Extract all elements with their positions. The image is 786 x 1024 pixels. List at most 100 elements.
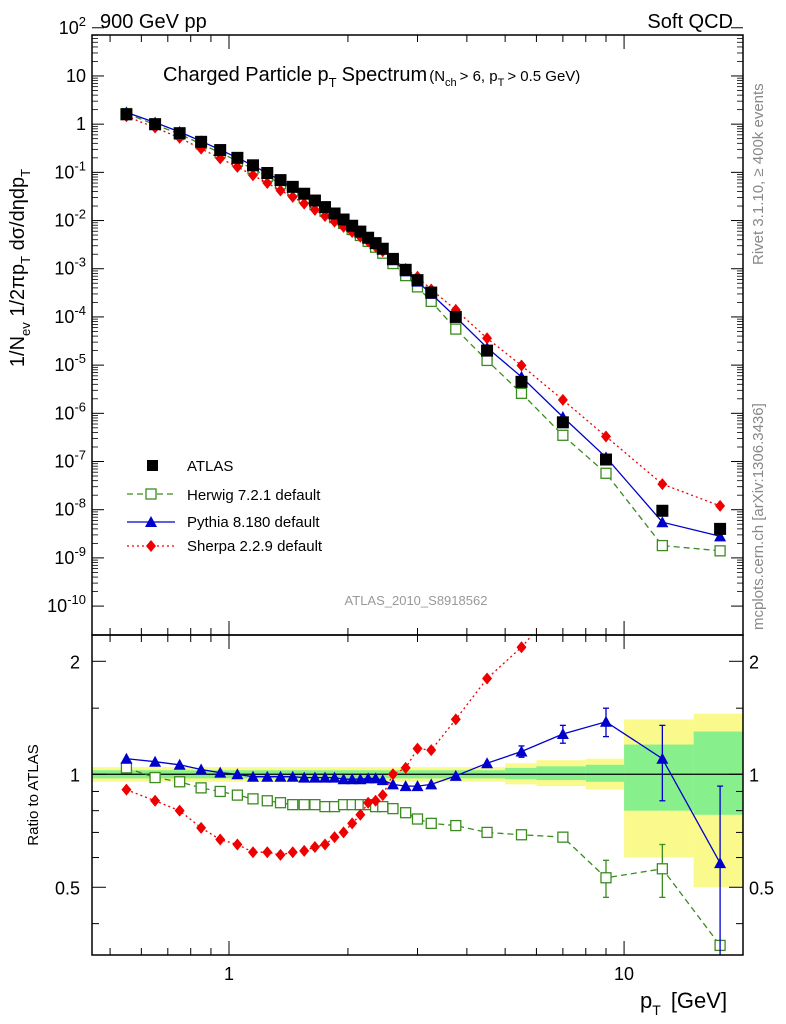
main-point-sherpa: [309, 203, 320, 216]
ratio-point-sherpa: [377, 789, 388, 802]
ratio-point-pythia: [261, 770, 274, 782]
ratio-point-pythia: [411, 780, 424, 792]
main-point-pythia: [656, 516, 669, 528]
main-point-atlas: [274, 174, 287, 187]
ratio-point-pythia: [599, 715, 612, 727]
main-ytick-label: 10-4: [54, 303, 86, 327]
ratio-point-sherpa: [412, 742, 423, 755]
ratio-point-sherpa: [347, 817, 358, 830]
rivet-label: Rivet 3.1.10, ≥ 400k events: [750, 83, 767, 265]
ratio-point-herwig: [231, 789, 244, 801]
legend-sherpa: Sherpa 2.2.9 default: [127, 538, 323, 555]
main-point-atlas: [173, 127, 186, 140]
legend-sherpa-marker: [146, 540, 156, 552]
ratio-point-sherpa: [450, 713, 461, 726]
watermark: ATLAS_2010_S8918562: [345, 593, 488, 608]
ratio-axis-ticks: 1 10 0.5 0.5 1 1 2 2: [55, 635, 774, 984]
legend-herwig-label: Herwig 7.2.1 default: [187, 487, 321, 504]
main-point-atlas: [425, 286, 438, 299]
main-point-atlas: [195, 135, 208, 148]
legend-herwig: Herwig 7.2.1 default: [127, 487, 321, 504]
main-point-atlas: [149, 118, 162, 131]
main-series-layer: [120, 106, 727, 557]
source-label: mcplots.cern.ch [arXiv:1306.3436]: [750, 403, 767, 630]
main-ytick-label: 10-7: [54, 448, 86, 472]
main-point-atlas: [298, 187, 311, 200]
ratio-point-pythia: [346, 773, 359, 785]
ratio-point-pythia: [120, 752, 133, 764]
main-point-sherpa: [299, 197, 310, 210]
ratio-point-sherpa: [196, 821, 207, 834]
legend-atlas-marker: [147, 460, 158, 471]
main-point-atlas: [399, 263, 412, 276]
main-point-atlas: [231, 151, 244, 164]
legend-pythia-marker: [145, 516, 157, 527]
ratio-band-inner: [693, 731, 743, 815]
ratio-point-sherpa: [715, 589, 725, 601]
ratio-point-sherpa: [387, 768, 398, 781]
ratio-point-pythia: [298, 771, 311, 783]
ratio-point-sherpa: [370, 794, 381, 807]
ratio-point-pythia: [286, 770, 299, 782]
main-point-sherpa: [516, 359, 527, 372]
main-ytick-label: 10-5: [54, 351, 86, 375]
ratio-point-herwig: [450, 819, 462, 832]
legend-atlas-label: ATLAS: [187, 458, 233, 475]
ratio-point-pythia: [308, 771, 321, 783]
main-point-atlas: [599, 453, 612, 466]
ratio-point-sherpa: [299, 844, 310, 857]
ratio-point-pythia: [173, 758, 186, 770]
main-point-herwig: [656, 539, 669, 552]
title-main: Charged Particle p: [163, 64, 329, 86]
xlabel-p: p: [640, 988, 652, 1013]
ratio-point-herwig: [195, 782, 207, 794]
legend-sherpa-label: Sherpa 2.2.9 default: [187, 538, 323, 555]
ratio-point-pythia: [449, 769, 462, 781]
ratio-point-pythia: [319, 771, 332, 783]
ratio-point-herwig: [247, 793, 259, 805]
ratio-point-herwig: [120, 762, 133, 774]
main-point-sherpa: [287, 190, 298, 203]
ratio-point-herwig: [425, 817, 437, 830]
header-left-label: 900 GeV pp: [100, 11, 207, 33]
xlabel-sub: T: [652, 1002, 661, 1018]
main-point-atlas: [656, 504, 669, 517]
ratio-point-sherpa: [657, 559, 667, 571]
main-point-sherpa: [557, 393, 568, 406]
main-point-atlas: [376, 242, 389, 255]
main-point-atlas: [714, 522, 727, 535]
main-ylabel: 1/Nev 1/2πpT dσ/dηdpT: [7, 169, 33, 367]
main-ytick-label: 10-3: [54, 255, 86, 279]
main-point-sherpa: [600, 430, 611, 443]
ratio-point-sherpa: [482, 672, 493, 685]
ratio-point-herwig: [214, 785, 226, 798]
main-point-herwig: [557, 429, 569, 441]
ratio-point-sherpa: [174, 804, 185, 817]
ratio-point-sherpa: [215, 833, 226, 846]
main-point-sherpa: [482, 332, 493, 345]
main-point-atlas: [411, 274, 424, 287]
main-ytick-label: 1: [76, 114, 86, 134]
ratio-point-herwig: [287, 799, 299, 811]
ratio-point-sherpa: [320, 838, 331, 851]
ratio-point-sherpa: [558, 594, 568, 606]
main-point-sherpa: [275, 184, 286, 197]
ratio-point-pythia: [231, 768, 244, 780]
main-point-atlas: [120, 108, 133, 121]
title-main-sub: T: [329, 75, 337, 90]
title-cuts: (N: [429, 68, 445, 85]
ratio-point-sherpa: [232, 838, 243, 851]
main-point-atlas: [328, 207, 341, 220]
ratio-band-inner: [505, 767, 537, 780]
xlabel-unit: [GeV]: [671, 988, 727, 1013]
ratio-point-herwig: [387, 802, 399, 815]
ratio-point-sherpa: [309, 841, 320, 854]
legend-pythia-label: Pythia 8.180 default: [187, 514, 320, 531]
title-cuts-end: > 0.5 GeV): [507, 68, 580, 85]
ratio-point-sherpa: [516, 641, 527, 654]
main-point-atlas: [556, 416, 569, 429]
main-ytick-label: 10-10: [47, 592, 86, 616]
ratio-point-herwig: [557, 831, 569, 843]
ratio-point-pythia: [337, 773, 350, 785]
